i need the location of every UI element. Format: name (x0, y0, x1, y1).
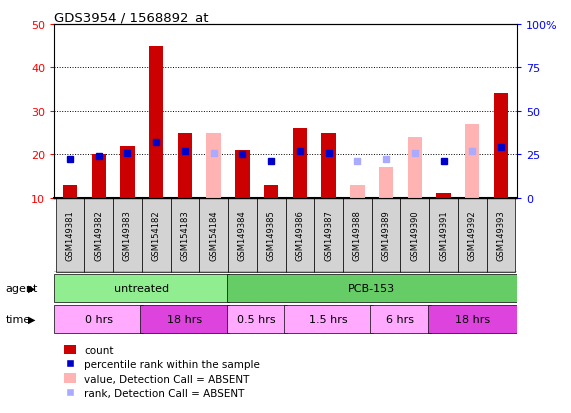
FancyBboxPatch shape (343, 198, 372, 273)
FancyBboxPatch shape (458, 198, 486, 273)
Bar (321, 133, 336, 198)
FancyBboxPatch shape (227, 305, 287, 333)
FancyBboxPatch shape (486, 198, 515, 273)
Text: PCB-153: PCB-153 (348, 283, 395, 293)
Bar (465, 125, 480, 198)
Text: GSM149386: GSM149386 (295, 209, 304, 260)
Bar (379, 168, 393, 198)
Text: GSM154183: GSM154183 (180, 209, 190, 260)
Bar (494, 94, 508, 198)
Text: GSM149391: GSM149391 (439, 209, 448, 260)
FancyBboxPatch shape (228, 198, 257, 273)
FancyBboxPatch shape (113, 198, 142, 273)
Bar (235, 150, 250, 198)
FancyBboxPatch shape (314, 198, 343, 273)
Bar (293, 129, 307, 198)
FancyBboxPatch shape (85, 198, 113, 273)
Text: GSM149385: GSM149385 (267, 209, 276, 260)
Text: GSM149392: GSM149392 (468, 209, 477, 260)
Bar (264, 185, 278, 198)
Text: GSM149393: GSM149393 (496, 209, 505, 260)
Bar (408, 138, 422, 198)
FancyBboxPatch shape (372, 198, 400, 273)
Text: time: time (6, 314, 31, 324)
Text: GSM154182: GSM154182 (152, 209, 160, 260)
Text: 0.5 hrs: 0.5 hrs (238, 314, 276, 324)
Text: untreated: untreated (114, 283, 170, 293)
FancyBboxPatch shape (54, 274, 230, 302)
Text: GSM149382: GSM149382 (94, 209, 103, 260)
Bar (63, 185, 77, 198)
Text: GSM149381: GSM149381 (66, 209, 75, 260)
Bar (120, 146, 135, 198)
FancyBboxPatch shape (227, 274, 517, 302)
FancyBboxPatch shape (257, 198, 286, 273)
Text: GSM149389: GSM149389 (381, 209, 391, 260)
Bar (178, 133, 192, 198)
Text: 1.5 hrs: 1.5 hrs (309, 314, 348, 324)
Text: GDS3954 / 1568892_at: GDS3954 / 1568892_at (54, 11, 209, 24)
FancyBboxPatch shape (199, 198, 228, 273)
Text: 0 hrs: 0 hrs (85, 314, 112, 324)
Text: 18 hrs: 18 hrs (455, 314, 490, 324)
Legend: count, percentile rank within the sample, value, Detection Call = ABSENT, rank, : count, percentile rank within the sample… (59, 341, 264, 402)
Text: 18 hrs: 18 hrs (167, 314, 203, 324)
FancyBboxPatch shape (370, 305, 431, 333)
FancyBboxPatch shape (400, 198, 429, 273)
FancyBboxPatch shape (428, 305, 517, 333)
FancyBboxPatch shape (429, 198, 458, 273)
Bar (91, 155, 106, 198)
Text: agent: agent (6, 283, 38, 293)
FancyBboxPatch shape (54, 305, 143, 333)
Text: GSM149388: GSM149388 (353, 209, 362, 260)
Text: GSM149387: GSM149387 (324, 209, 333, 260)
Text: ▶: ▶ (27, 314, 35, 324)
Text: 6 hrs: 6 hrs (387, 314, 415, 324)
FancyBboxPatch shape (56, 198, 85, 273)
Bar (436, 194, 451, 198)
FancyBboxPatch shape (286, 198, 314, 273)
Text: GSM154184: GSM154184 (209, 209, 218, 260)
Text: GSM149384: GSM149384 (238, 209, 247, 260)
Text: GSM149383: GSM149383 (123, 209, 132, 260)
FancyBboxPatch shape (171, 198, 199, 273)
FancyBboxPatch shape (284, 305, 373, 333)
Bar (207, 133, 221, 198)
FancyBboxPatch shape (140, 305, 230, 333)
Bar (350, 185, 364, 198)
Text: GSM149390: GSM149390 (411, 209, 419, 260)
FancyBboxPatch shape (142, 198, 171, 273)
Bar (149, 47, 163, 198)
Text: ▶: ▶ (27, 283, 35, 293)
